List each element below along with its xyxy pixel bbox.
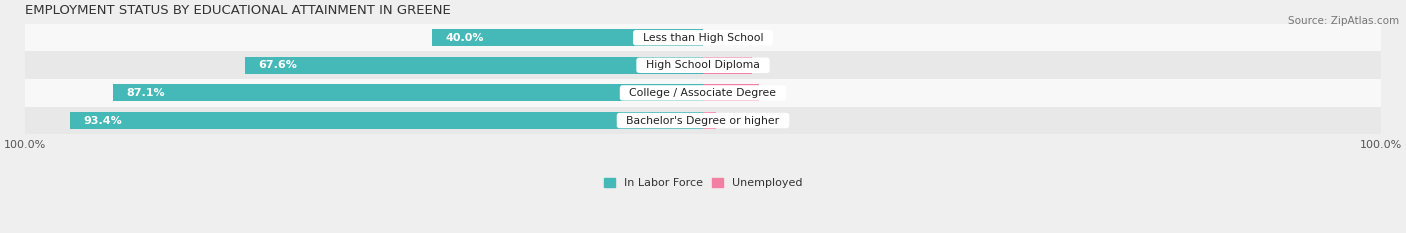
- Bar: [25, 24, 1381, 51]
- Bar: [432, 29, 703, 46]
- Bar: [703, 112, 716, 129]
- Text: Less than High School: Less than High School: [636, 33, 770, 43]
- Text: Bachelor's Degree or higher: Bachelor's Degree or higher: [620, 116, 786, 126]
- Text: High School Diploma: High School Diploma: [640, 60, 766, 70]
- Bar: [703, 57, 752, 74]
- Bar: [703, 84, 759, 102]
- Text: 40.0%: 40.0%: [446, 33, 484, 43]
- Bar: [70, 112, 703, 129]
- Legend: In Labor Force, Unemployed: In Labor Force, Unemployed: [599, 173, 807, 192]
- Text: 93.4%: 93.4%: [83, 116, 122, 126]
- Text: Source: ZipAtlas.com: Source: ZipAtlas.com: [1288, 16, 1399, 26]
- Bar: [25, 79, 1381, 107]
- Text: 87.1%: 87.1%: [127, 88, 165, 98]
- Text: College / Associate Degree: College / Associate Degree: [623, 88, 783, 98]
- Bar: [112, 84, 703, 102]
- Text: 67.6%: 67.6%: [259, 60, 297, 70]
- Text: EMPLOYMENT STATUS BY EDUCATIONAL ATTAINMENT IN GREENE: EMPLOYMENT STATUS BY EDUCATIONAL ATTAINM…: [25, 4, 451, 17]
- Text: 1.9%: 1.9%: [725, 116, 755, 126]
- Text: 7.2%: 7.2%: [714, 60, 745, 70]
- Bar: [25, 51, 1381, 79]
- Bar: [25, 107, 1381, 134]
- Bar: [245, 57, 703, 74]
- Text: 0.0%: 0.0%: [713, 33, 741, 43]
- Text: 8.3%: 8.3%: [721, 88, 752, 98]
